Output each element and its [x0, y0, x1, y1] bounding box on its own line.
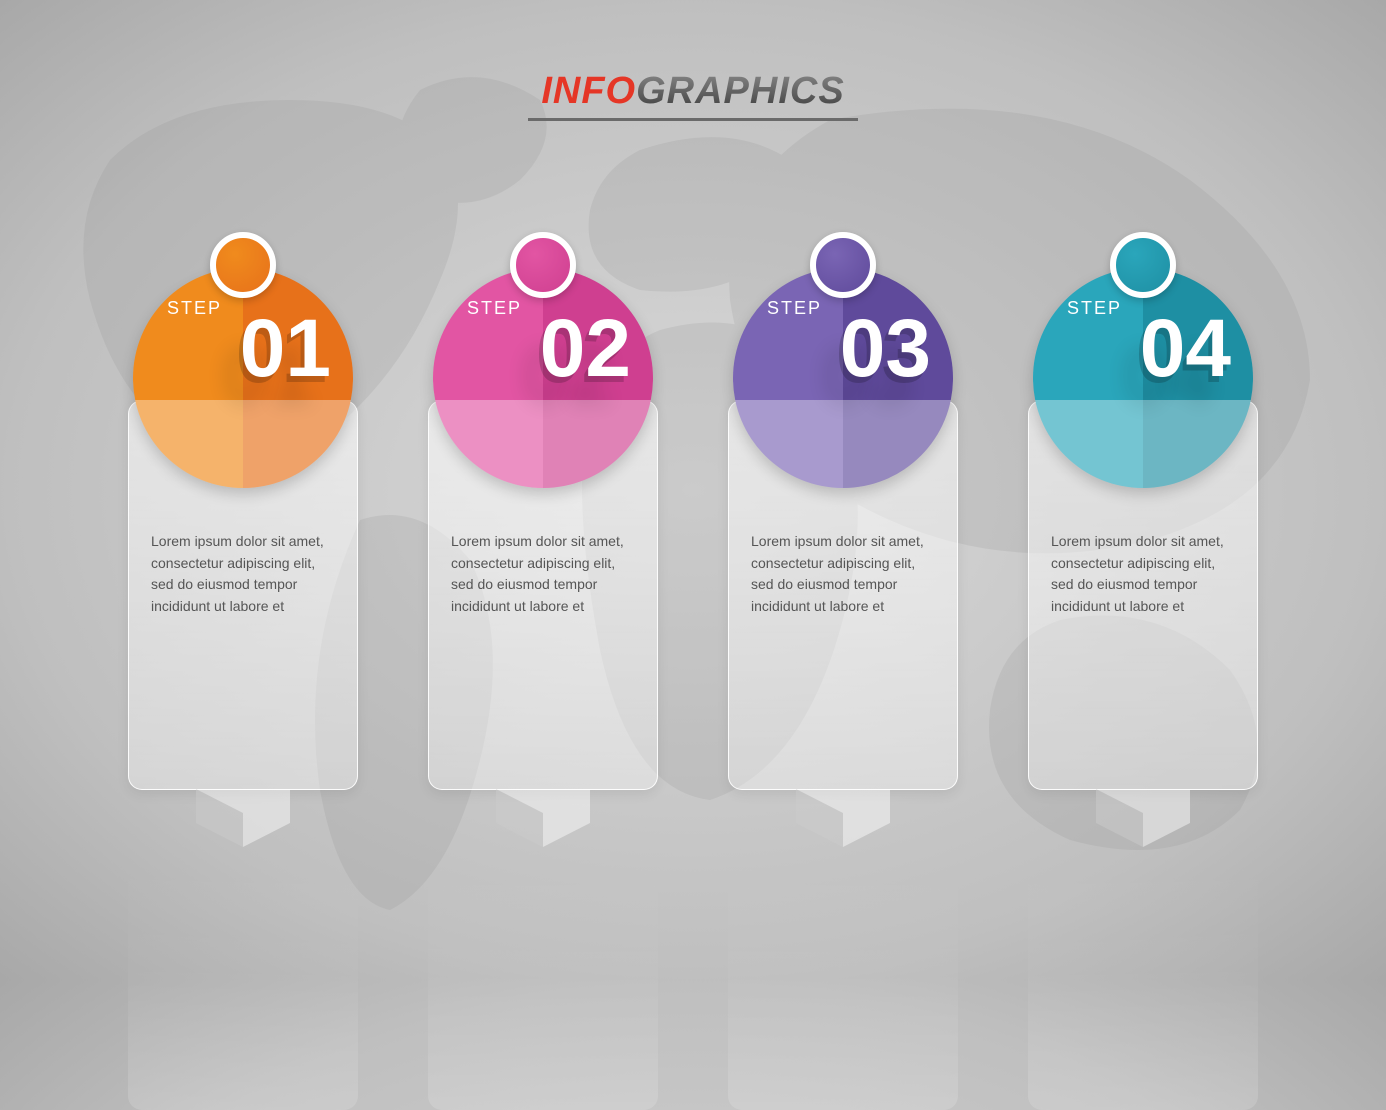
- title-part-1: INFO: [541, 70, 636, 112]
- step-dot-icon: [1110, 232, 1176, 298]
- step-body-text: Lorem ipsum dolor sit amet, consectetur …: [1051, 531, 1235, 618]
- step-dot-icon: [210, 232, 276, 298]
- step-number: 04: [1033, 308, 1253, 390]
- title-part-2: GRAPHICS: [636, 70, 845, 112]
- card-reflection: [728, 850, 958, 1110]
- card-reflection: [428, 850, 658, 1110]
- step-number: 03: [733, 308, 953, 390]
- step-03: Lorem ipsum dolor sit amet, consectetur …: [728, 250, 958, 790]
- step-dot-icon: [810, 232, 876, 298]
- step-01: Lorem ipsum dolor sit amet, consectetur …: [128, 250, 358, 790]
- page-title: INFOGRAPHICS: [541, 70, 844, 113]
- step-body-text: Lorem ipsum dolor sit amet, consectetur …: [451, 531, 635, 618]
- step-02: Lorem ipsum dolor sit amet, consectetur …: [428, 250, 658, 790]
- card-reflection: [128, 850, 358, 1110]
- step-dot-icon: [510, 232, 576, 298]
- step-body-text: Lorem ipsum dolor sit amet, consectetur …: [751, 531, 935, 618]
- card-reflection: [1028, 850, 1258, 1110]
- step-body-text: Lorem ipsum dolor sit amet, consectetur …: [151, 531, 335, 618]
- card-flag-icon: [196, 789, 290, 847]
- card-flag-icon: [796, 789, 890, 847]
- step-04: Lorem ipsum dolor sit amet, consectetur …: [1028, 250, 1258, 790]
- steps-row: Lorem ipsum dolor sit amet, consectetur …: [0, 250, 1386, 790]
- card-flag-icon: [496, 789, 590, 847]
- step-number: 01: [133, 308, 353, 390]
- card-flag-icon: [1096, 789, 1190, 847]
- title-underline: [528, 118, 858, 121]
- step-number: 02: [433, 308, 653, 390]
